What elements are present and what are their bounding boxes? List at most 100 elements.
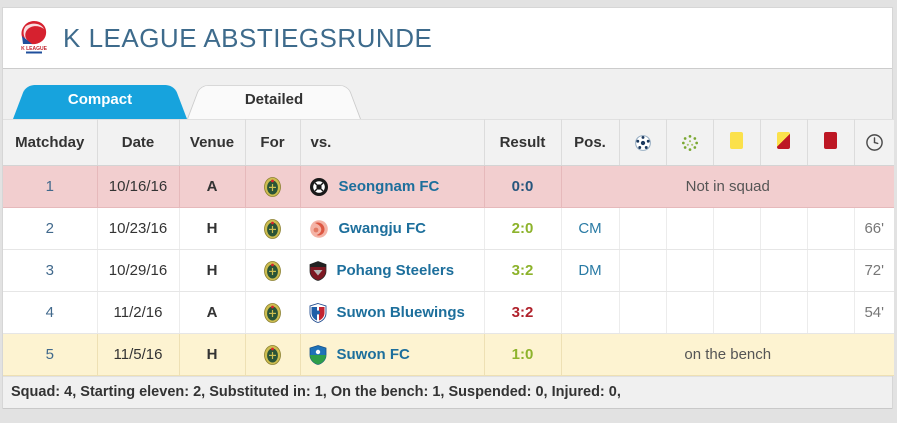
red-card-icon xyxy=(824,132,837,149)
k-league-logo-icon: K LEAGUE xyxy=(19,20,49,56)
col-header-for: For xyxy=(245,119,301,166)
matchday-link[interactable]: 1 xyxy=(3,165,98,208)
jeonbuk-club-logo xyxy=(264,344,281,365)
tab-compact[interactable]: Compact xyxy=(13,79,187,119)
yellow-card-icon xyxy=(730,132,743,149)
matchday-link[interactable]: 5 xyxy=(3,333,98,376)
opponent-name[interactable]: Gwangju FC xyxy=(338,220,427,237)
match-date: 11/2/16 xyxy=(97,291,180,334)
matches-table: Matchday Date Venue For vs. Result Pos. xyxy=(3,119,894,376)
position-link[interactable]: DM xyxy=(561,249,620,292)
yellow-card-cell xyxy=(713,249,761,292)
venue-value: H xyxy=(179,249,246,292)
status-span-text: on the bench xyxy=(561,333,894,376)
matchday-link[interactable]: 4 xyxy=(3,291,98,334)
jeonbuk-club-logo xyxy=(264,218,281,239)
result-link[interactable]: 3:2 xyxy=(484,249,562,292)
red-card-cell xyxy=(807,207,855,250)
result-link[interactable]: 0:0 xyxy=(484,165,562,208)
for-club-cell[interactable] xyxy=(245,333,301,376)
card-header: K LEAGUE K LEAGUE ABSTIEGSRUNDE xyxy=(3,8,892,69)
goals-ball-icon xyxy=(634,134,652,152)
tab-detailed-label: Detailed xyxy=(244,90,304,108)
assists-cell xyxy=(666,291,714,334)
minutes-played: 66' xyxy=(854,207,894,250)
seongnam-fc-logo xyxy=(309,177,329,197)
col-header-assists xyxy=(666,119,714,166)
col-header-date: Date xyxy=(97,119,180,166)
opponent-cell[interactable]: Suwon FC xyxy=(300,333,485,376)
match-row: 1 10/16/16 A xyxy=(3,165,894,208)
goals-cell xyxy=(619,207,667,250)
suwon-fc-logo xyxy=(309,344,327,365)
opponent-name[interactable]: Seongnam FC xyxy=(338,178,440,195)
match-date: 11/5/16 xyxy=(97,333,180,376)
for-club-cell[interactable] xyxy=(245,249,301,292)
match-date: 10/29/16 xyxy=(97,249,180,292)
matchday-link[interactable]: 2 xyxy=(3,207,98,250)
opponent-name[interactable]: Suwon FC xyxy=(336,346,410,363)
opponent-cell[interactable]: Seongnam FC xyxy=(300,165,485,208)
suwon-bluewings-logo xyxy=(309,302,327,323)
col-header-venue: Venue xyxy=(179,119,246,166)
assists-cell xyxy=(666,249,714,292)
match-row: 5 11/5/16 H xyxy=(3,333,894,376)
svg-text:K LEAGUE: K LEAGUE xyxy=(21,46,48,52)
for-club-cell[interactable] xyxy=(245,207,301,250)
for-club-cell[interactable] xyxy=(245,165,301,208)
tab-detailed[interactable]: Detailed xyxy=(187,79,361,119)
gwangju-fc-logo xyxy=(309,219,329,239)
jeonbuk-club-logo xyxy=(264,176,281,197)
match-date: 10/16/16 xyxy=(97,165,180,208)
minutes-played: 72' xyxy=(854,249,894,292)
col-header-yellow-red-cards xyxy=(760,119,808,166)
match-row: 2 10/23/16 H xyxy=(3,207,894,250)
minutes-clock-icon xyxy=(865,133,884,152)
match-date: 10/23/16 xyxy=(97,207,180,250)
tab-compact-label: Compact xyxy=(67,90,133,108)
col-header-pos: Pos. xyxy=(561,119,620,166)
col-header-minutes xyxy=(854,119,894,166)
opponent-name[interactable]: Suwon Bluewings xyxy=(336,304,465,321)
result-link[interactable]: 2:0 xyxy=(484,207,562,250)
page-title: K LEAGUE ABSTIEGSRUNDE xyxy=(63,22,433,53)
col-header-goals xyxy=(619,119,667,166)
jeonbuk-club-logo xyxy=(264,302,281,323)
opponent-name[interactable]: Pohang Steelers xyxy=(336,262,455,279)
match-row: 4 11/2/16 A xyxy=(3,291,894,334)
position-link xyxy=(561,291,620,334)
assists-ball-icon xyxy=(681,134,699,152)
assists-cell xyxy=(666,207,714,250)
pohang-steelers-logo xyxy=(309,260,327,281)
goals-cell xyxy=(619,249,667,292)
venue-value: H xyxy=(179,333,246,376)
jeonbuk-club-logo xyxy=(264,260,281,281)
matchday-link[interactable]: 3 xyxy=(3,249,98,292)
position-link[interactable]: CM xyxy=(561,207,620,250)
result-link[interactable]: 1:0 xyxy=(484,333,562,376)
status-span-text: Not in squad xyxy=(561,165,894,208)
table-header-row: Matchday Date Venue For vs. Result Pos. xyxy=(3,119,894,166)
match-row: 3 10/29/16 H xyxy=(3,249,894,292)
yellow-red-card-cell xyxy=(760,291,808,334)
yellow-red-card-cell xyxy=(760,249,808,292)
red-card-cell xyxy=(807,291,855,334)
minutes-played: 54' xyxy=(854,291,894,334)
opponent-cell[interactable]: Suwon Bluewings xyxy=(300,291,485,334)
season-summary: Squad: 4, Starting eleven: 2, Substitute… xyxy=(3,376,892,409)
yellow-card-cell xyxy=(713,207,761,250)
opponent-cell[interactable]: Pohang Steelers xyxy=(300,249,485,292)
competition-performance-card: K LEAGUE K LEAGUE ABSTIEGSRUNDE Compact … xyxy=(2,7,894,409)
venue-value: H xyxy=(179,207,246,250)
col-header-yellow-cards xyxy=(713,119,761,166)
venue-value: A xyxy=(179,291,246,334)
goals-cell xyxy=(619,291,667,334)
col-header-result: Result xyxy=(484,119,562,166)
yellow-card-cell xyxy=(713,291,761,334)
opponent-cell[interactable]: Gwangju FC xyxy=(300,207,485,250)
result-link[interactable]: 3:2 xyxy=(484,291,562,334)
col-header-red-cards xyxy=(807,119,855,166)
col-header-vs: vs. xyxy=(300,119,485,166)
for-club-cell[interactable] xyxy=(245,291,301,334)
red-card-cell xyxy=(807,249,855,292)
